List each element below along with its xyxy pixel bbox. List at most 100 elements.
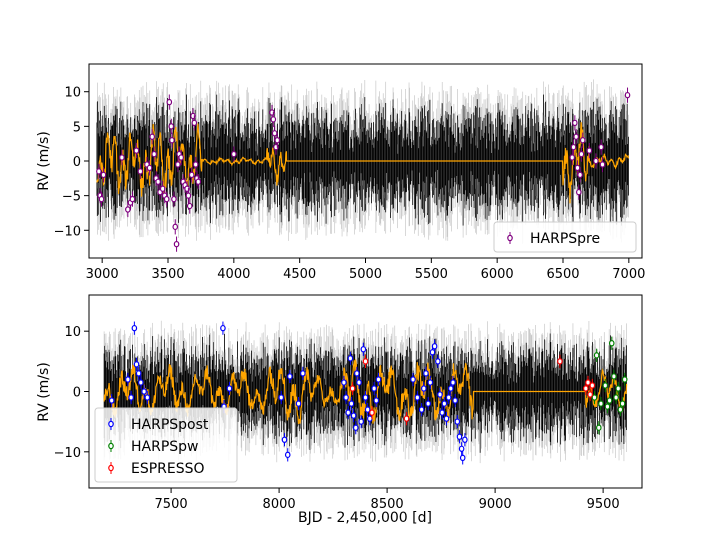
harpspost-point [364,402,371,417]
harpspost-point [287,369,293,384]
harpspost-point [135,366,142,381]
harpspw-point [621,372,628,387]
harpspre-point [172,219,179,235]
data-marker [598,143,604,151]
data-marker [569,154,576,161]
harpspost-point [367,412,373,426]
data-marker [119,154,125,161]
data-marker [350,412,357,419]
harpspost-point [141,384,147,399]
data-marker [575,188,582,196]
data-marker [369,409,375,416]
data-marker [624,91,631,99]
data-marker [362,358,369,365]
harpspre-point [100,167,107,183]
harpspre-point [175,156,181,173]
harpspre-point [178,149,184,166]
harpspre-point [98,191,105,207]
harpspre-point [171,191,177,207]
data-marker [137,168,144,175]
harpspost-point [435,354,441,368]
y-tick-label: 10 [64,86,81,101]
harpspre-point [188,167,195,183]
data-marker [593,157,599,165]
data-marker [611,373,617,380]
harpspost-point [439,405,445,420]
harpspre-point [578,146,585,162]
data-marker [341,379,347,386]
harpspost-point [341,375,347,390]
data-marker [613,394,619,401]
harpspw-point [619,396,626,411]
data-marker [151,150,157,158]
harpspost-point [295,396,302,411]
legend-box [493,221,637,253]
harpspre-point [274,132,281,148]
y-tick-label: 5 [73,120,81,135]
data-marker [138,379,144,386]
x-tick-label: 6000 [481,267,514,282]
harpspost-point [131,321,138,335]
harpspre-point [163,191,170,207]
harpspost-point [278,390,285,405]
harpspw-point [615,381,622,396]
harpspw-point [598,396,604,411]
legend-box [94,407,238,483]
x-tick-label: 3000 [86,267,119,282]
harpspost-point [431,339,438,353]
harpspre-point [577,167,583,183]
harpspost-point [125,372,131,387]
harpspost-point [456,430,463,444]
harpspost-point [347,351,354,365]
legend-label: HARPSpre [530,231,600,247]
harpspost-point [371,381,377,396]
data-marker [185,192,192,199]
harpspre-point [155,174,161,190]
data-marker [343,394,349,401]
harpspre-point [133,142,140,159]
harpspost-point [418,402,425,417]
data-marker [606,397,613,404]
bottom-y-axis-label: RV (m/s) [36,362,52,422]
data-marker [427,379,434,386]
data-marker [593,352,600,359]
data-marker [178,154,184,161]
data-marker [141,388,147,395]
data-marker [403,415,410,422]
data-marker [573,133,579,140]
data-marker [133,361,140,368]
data-marker [371,385,377,392]
espresso-point [362,354,369,368]
data-marker [572,119,578,127]
harpspost-point [450,375,456,390]
harpspost-point [350,408,357,423]
data-marker [149,133,156,140]
data-marker [231,150,237,158]
x-tick-label: 5000 [349,267,382,282]
bottom-legend: HARPSpost HARPSpw ESPRESSO [94,407,238,483]
harpspost-point [452,393,458,408]
data-marker [375,376,382,383]
x-axis-label: BJD - 2,450,000 [d] [298,510,432,526]
harpspost-point [429,345,436,359]
espresso-point [349,381,356,396]
data-marker [587,391,593,398]
harpspre-point [231,146,237,162]
data-marker [448,385,454,392]
data-marker [462,436,468,443]
data-marker [354,370,360,377]
data-marker [186,202,193,210]
x-tick-label: 8000 [263,497,296,512]
data-marker [356,379,362,386]
data-marker [450,379,456,386]
top-panel: 3000 3500 4000 4500 5000 5500 6000 6500 7000 −10… [36,63,645,282]
harpspre-point [569,149,576,166]
harpspw-point [613,390,619,405]
data-marker [226,385,233,392]
harpspost-point [133,357,140,371]
legend-label: HARPSpw [131,439,199,455]
data-marker [557,358,563,365]
data-marker [129,195,136,203]
data-marker [579,137,586,144]
